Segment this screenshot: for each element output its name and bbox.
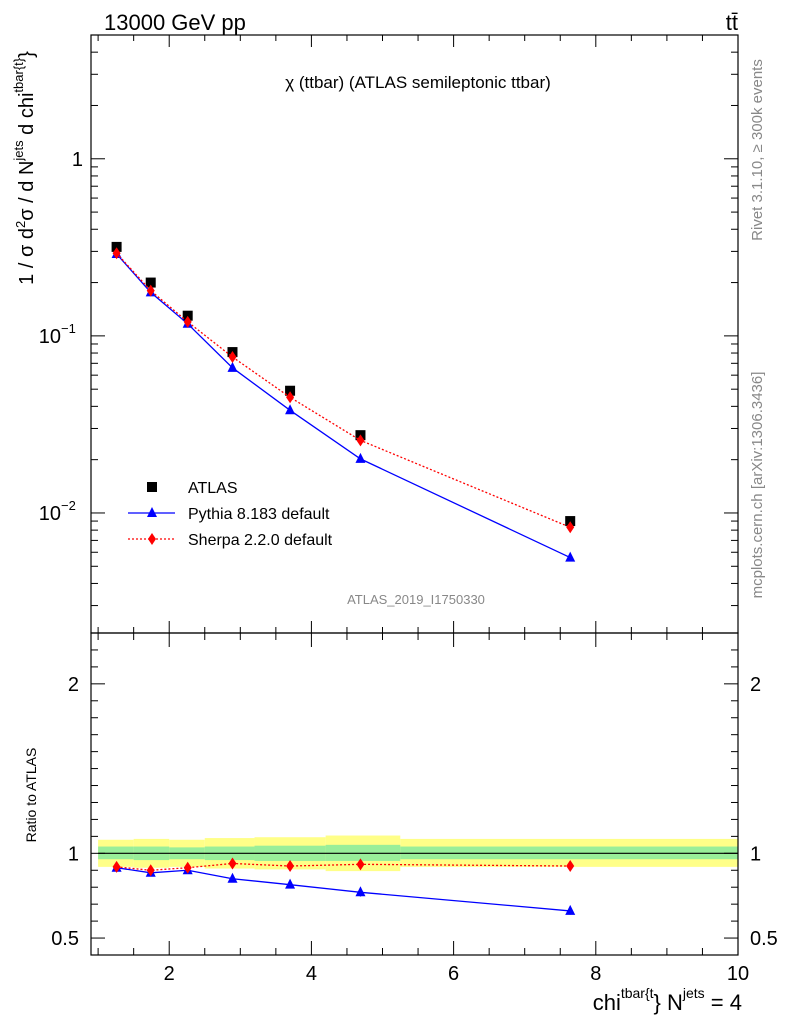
legend-marker — [147, 482, 157, 492]
main-series-line — [116, 253, 571, 559]
legend-marker — [147, 507, 157, 517]
ratio-data-point — [183, 861, 192, 874]
main-y-tick-label: 10 — [39, 326, 61, 348]
ratio-data-point — [356, 858, 365, 871]
main-y-tick-label: 1 — [72, 149, 83, 171]
process-label: tt̄ — [726, 10, 738, 35]
ratio-x-tick-label: 2 — [164, 963, 175, 985]
ratio-data-point — [355, 886, 366, 897]
analysis-watermark: ATLAS_2019_I1750330 — [347, 592, 485, 607]
main-y-tick-exponent: −2 — [61, 498, 76, 513]
ratio-x-tick-label: 10 — [727, 963, 749, 985]
main-data-point — [112, 247, 121, 260]
legend-marker — [148, 533, 156, 545]
main-data-point — [145, 277, 156, 288]
main-data-point — [566, 521, 575, 534]
mcplots-label: mcplots.cern.ch [arXiv:1306.3436] — [749, 372, 766, 599]
main-data-point — [356, 434, 365, 447]
main-data-point — [565, 551, 576, 562]
main-data-point — [111, 241, 122, 252]
main-data-point — [285, 404, 296, 415]
ratio-data-point — [112, 860, 121, 873]
ratio-x-tick-label: 6 — [448, 963, 459, 985]
main-data-point — [285, 385, 296, 396]
ratio-panel: 2 4 6 8 100.5 0.51 12 2 Ratio to ATLAS chitbar{… — [23, 632, 778, 1015]
main-y-tick-label: 10 — [39, 503, 61, 525]
ratio-y-tick-label-right: 1 — [750, 843, 761, 865]
ratio-y-tick-label-right: 0.5 — [750, 928, 778, 950]
ratio-data-point — [228, 857, 237, 870]
ratio-y-tick-label: 2 — [68, 674, 79, 696]
ratio-y-tick-label: 1 — [68, 843, 79, 865]
main-data-point — [286, 391, 295, 404]
main-data-point — [228, 350, 237, 363]
main-data-point — [565, 516, 576, 527]
main-y-axis-label: 1 / σ d2σ / d Njets d chitbar{t}} — [11, 51, 38, 285]
main-panel: 110−110−2 χ (ttbar) (ATLAS semileptonic … — [11, 34, 739, 634]
main-data-point — [227, 361, 238, 372]
main-data-point — [182, 310, 193, 321]
ratio-y-tick-label: 0.5 — [51, 928, 79, 950]
ratio-data-point — [227, 872, 238, 883]
ratio-x-tick-label: 4 — [306, 963, 317, 985]
main-series-line — [116, 252, 571, 528]
ratio-data-point — [285, 878, 296, 889]
ratio-y-tick-label-right: 2 — [750, 674, 761, 696]
energy-label: 13000 GeV pp — [104, 10, 246, 35]
legend-label: Pythia 8.183 default — [188, 506, 330, 523]
ratio-data-point — [286, 860, 295, 873]
ratio-data-point — [565, 904, 576, 915]
ratio-y-axis-label: Ratio to ATLAS — [23, 748, 39, 843]
main-data-point — [355, 452, 366, 463]
ratio-x-tick-label: 8 — [590, 963, 601, 985]
main-title: χ (ttbar) (ATLAS semileptonic ttbar) — [285, 73, 551, 92]
main-y-tick-exponent: −1 — [61, 321, 76, 336]
ratio-frame — [90, 632, 739, 956]
legend-label: Sherpa 2.2.0 default — [188, 532, 333, 549]
ratio-data-point — [566, 860, 575, 873]
main-data-point — [183, 315, 192, 328]
rivet-label: Rivet 3.1.10, ≥ 300k events — [749, 59, 766, 241]
x-axis-label: chitbar{t} Njets = 4 — [593, 985, 742, 1015]
ratio-data-point — [146, 864, 155, 877]
legend-label: ATLAS — [188, 480, 238, 497]
main-data-point — [146, 284, 155, 297]
legend: ATLAS Pythia 8.183 default Sherpa 2.2.0 de… — [128, 480, 333, 549]
